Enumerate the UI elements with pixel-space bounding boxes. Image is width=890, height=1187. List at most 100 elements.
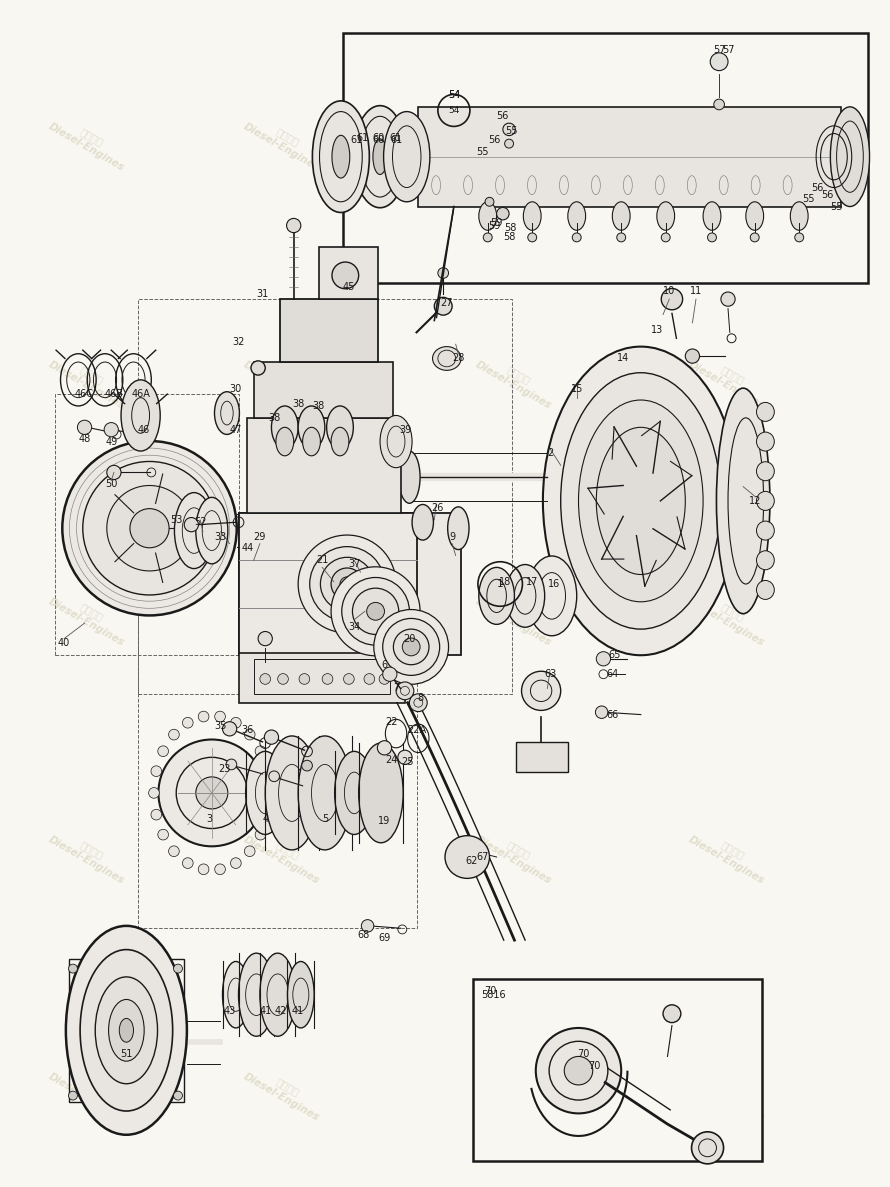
Text: 紫发动力
Diesel-Engines: 紫发动力 Diesel-Engines bbox=[473, 824, 559, 886]
Text: 18: 18 bbox=[499, 577, 512, 586]
Circle shape bbox=[434, 298, 452, 315]
Circle shape bbox=[331, 569, 363, 599]
Text: 54: 54 bbox=[448, 90, 460, 100]
Ellipse shape bbox=[332, 135, 350, 178]
Ellipse shape bbox=[335, 751, 374, 834]
Text: 22A: 22A bbox=[407, 725, 426, 735]
Circle shape bbox=[278, 674, 288, 684]
Ellipse shape bbox=[287, 961, 314, 1028]
Circle shape bbox=[222, 722, 237, 736]
Text: 6: 6 bbox=[382, 660, 387, 669]
Circle shape bbox=[151, 766, 162, 776]
Text: 61: 61 bbox=[350, 135, 362, 145]
Text: 紫发动力
Diesel-Engines: 紫发动力 Diesel-Engines bbox=[473, 112, 559, 173]
Circle shape bbox=[264, 730, 279, 744]
Circle shape bbox=[572, 233, 581, 242]
Text: 5: 5 bbox=[321, 814, 328, 824]
Ellipse shape bbox=[543, 347, 739, 655]
Text: 紫发动力
Diesel-Engines: 紫发动力 Diesel-Engines bbox=[242, 586, 328, 648]
Bar bbox=[319, 247, 378, 299]
Circle shape bbox=[258, 631, 272, 646]
Text: 11: 11 bbox=[690, 286, 702, 296]
Text: 52: 52 bbox=[194, 518, 206, 527]
Text: 31: 31 bbox=[256, 290, 269, 299]
Text: 13: 13 bbox=[651, 325, 663, 335]
Circle shape bbox=[262, 766, 272, 776]
Circle shape bbox=[374, 610, 449, 684]
Text: 紫发动力
Diesel-Engines: 紫发动力 Diesel-Engines bbox=[46, 824, 132, 886]
Text: 4: 4 bbox=[263, 814, 268, 824]
Ellipse shape bbox=[95, 977, 158, 1084]
Circle shape bbox=[344, 674, 354, 684]
Text: 1: 1 bbox=[497, 579, 504, 589]
Text: 19: 19 bbox=[378, 817, 391, 826]
Ellipse shape bbox=[246, 751, 285, 834]
Text: 38: 38 bbox=[292, 399, 304, 408]
Ellipse shape bbox=[174, 493, 214, 569]
Ellipse shape bbox=[506, 565, 545, 627]
Text: 紫发动力
Diesel-Engines: 紫发动力 Diesel-Engines bbox=[687, 1061, 773, 1123]
Text: 70: 70 bbox=[577, 1049, 589, 1059]
Bar bbox=[516, 742, 568, 772]
Circle shape bbox=[528, 233, 537, 242]
Ellipse shape bbox=[527, 556, 577, 636]
Text: 33: 33 bbox=[214, 532, 227, 541]
Circle shape bbox=[231, 858, 241, 869]
Ellipse shape bbox=[353, 106, 407, 208]
Text: 28: 28 bbox=[452, 354, 465, 363]
Circle shape bbox=[158, 830, 168, 840]
Ellipse shape bbox=[399, 451, 420, 503]
Circle shape bbox=[595, 706, 608, 718]
Text: 54: 54 bbox=[449, 106, 459, 115]
Ellipse shape bbox=[384, 112, 430, 202]
Circle shape bbox=[262, 810, 272, 820]
Text: 55: 55 bbox=[506, 126, 518, 135]
Ellipse shape bbox=[596, 427, 685, 575]
Text: 3: 3 bbox=[206, 814, 212, 824]
Text: 60: 60 bbox=[372, 135, 384, 145]
Text: 30: 30 bbox=[230, 385, 242, 394]
Ellipse shape bbox=[703, 202, 721, 230]
Circle shape bbox=[184, 518, 198, 532]
Circle shape bbox=[402, 639, 420, 655]
Ellipse shape bbox=[412, 504, 433, 540]
Text: 34: 34 bbox=[348, 622, 360, 631]
Text: 44: 44 bbox=[241, 544, 254, 553]
Ellipse shape bbox=[756, 402, 774, 421]
Circle shape bbox=[661, 233, 670, 242]
Circle shape bbox=[409, 694, 427, 711]
Circle shape bbox=[714, 100, 724, 109]
Circle shape bbox=[255, 745, 266, 756]
Text: 紫发动力
Diesel-Engines: 紫发动力 Diesel-Engines bbox=[242, 1061, 328, 1123]
Ellipse shape bbox=[80, 950, 173, 1111]
Text: 58: 58 bbox=[503, 233, 515, 242]
Text: 39: 39 bbox=[399, 425, 411, 434]
Text: 40: 40 bbox=[58, 639, 70, 648]
Circle shape bbox=[107, 465, 121, 480]
Circle shape bbox=[377, 741, 392, 755]
Ellipse shape bbox=[276, 427, 294, 456]
Ellipse shape bbox=[612, 202, 630, 230]
Text: 49: 49 bbox=[105, 437, 117, 446]
Circle shape bbox=[214, 864, 225, 875]
Ellipse shape bbox=[380, 415, 412, 468]
Text: 53: 53 bbox=[170, 515, 182, 525]
Circle shape bbox=[302, 761, 312, 770]
Circle shape bbox=[149, 788, 159, 798]
Circle shape bbox=[260, 674, 271, 684]
Circle shape bbox=[182, 858, 193, 869]
Text: 64: 64 bbox=[606, 669, 619, 679]
Text: 46B: 46B bbox=[104, 389, 124, 399]
Text: 60: 60 bbox=[372, 133, 384, 142]
Ellipse shape bbox=[756, 462, 774, 481]
Circle shape bbox=[69, 964, 77, 973]
Ellipse shape bbox=[260, 953, 295, 1036]
Text: 紫发动力
Diesel-Engines: 紫发动力 Diesel-Engines bbox=[242, 112, 328, 173]
Bar bbox=[239, 653, 405, 703]
Circle shape bbox=[299, 674, 310, 684]
Text: 41: 41 bbox=[292, 1007, 304, 1016]
Circle shape bbox=[361, 920, 374, 932]
Bar bbox=[473, 979, 762, 1161]
Text: 62: 62 bbox=[465, 856, 478, 865]
Circle shape bbox=[750, 233, 759, 242]
